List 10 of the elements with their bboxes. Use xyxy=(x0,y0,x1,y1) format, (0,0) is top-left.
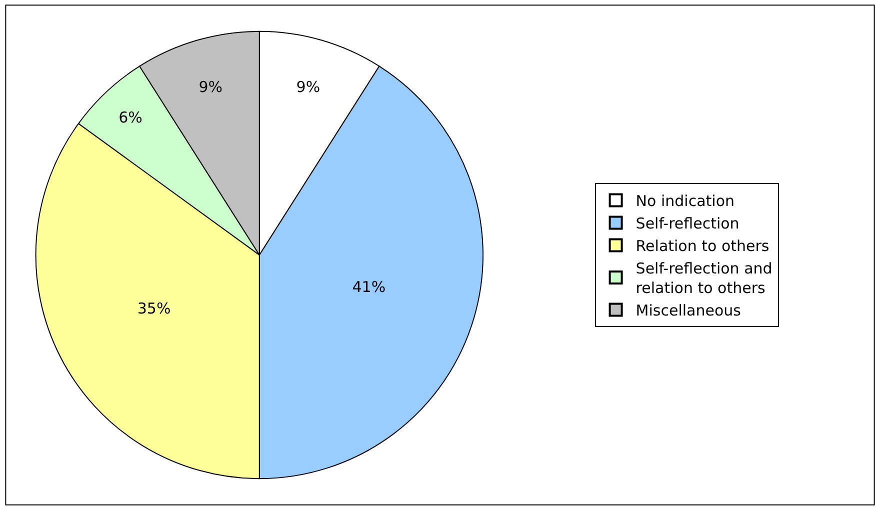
legend-label: No indication xyxy=(636,192,735,210)
data-label: 41% xyxy=(352,278,386,296)
data-label: 9% xyxy=(198,78,223,96)
legend-label: Self-reflection xyxy=(636,214,740,233)
data-label: 35% xyxy=(137,300,171,318)
legend-label: Relation to others xyxy=(636,237,770,256)
legend-label: Self-reflection and relation to others xyxy=(636,260,772,298)
data-label: 6% xyxy=(118,108,142,127)
data-label: 9% xyxy=(296,78,320,96)
legend-label: Miscellaneous xyxy=(636,302,742,320)
